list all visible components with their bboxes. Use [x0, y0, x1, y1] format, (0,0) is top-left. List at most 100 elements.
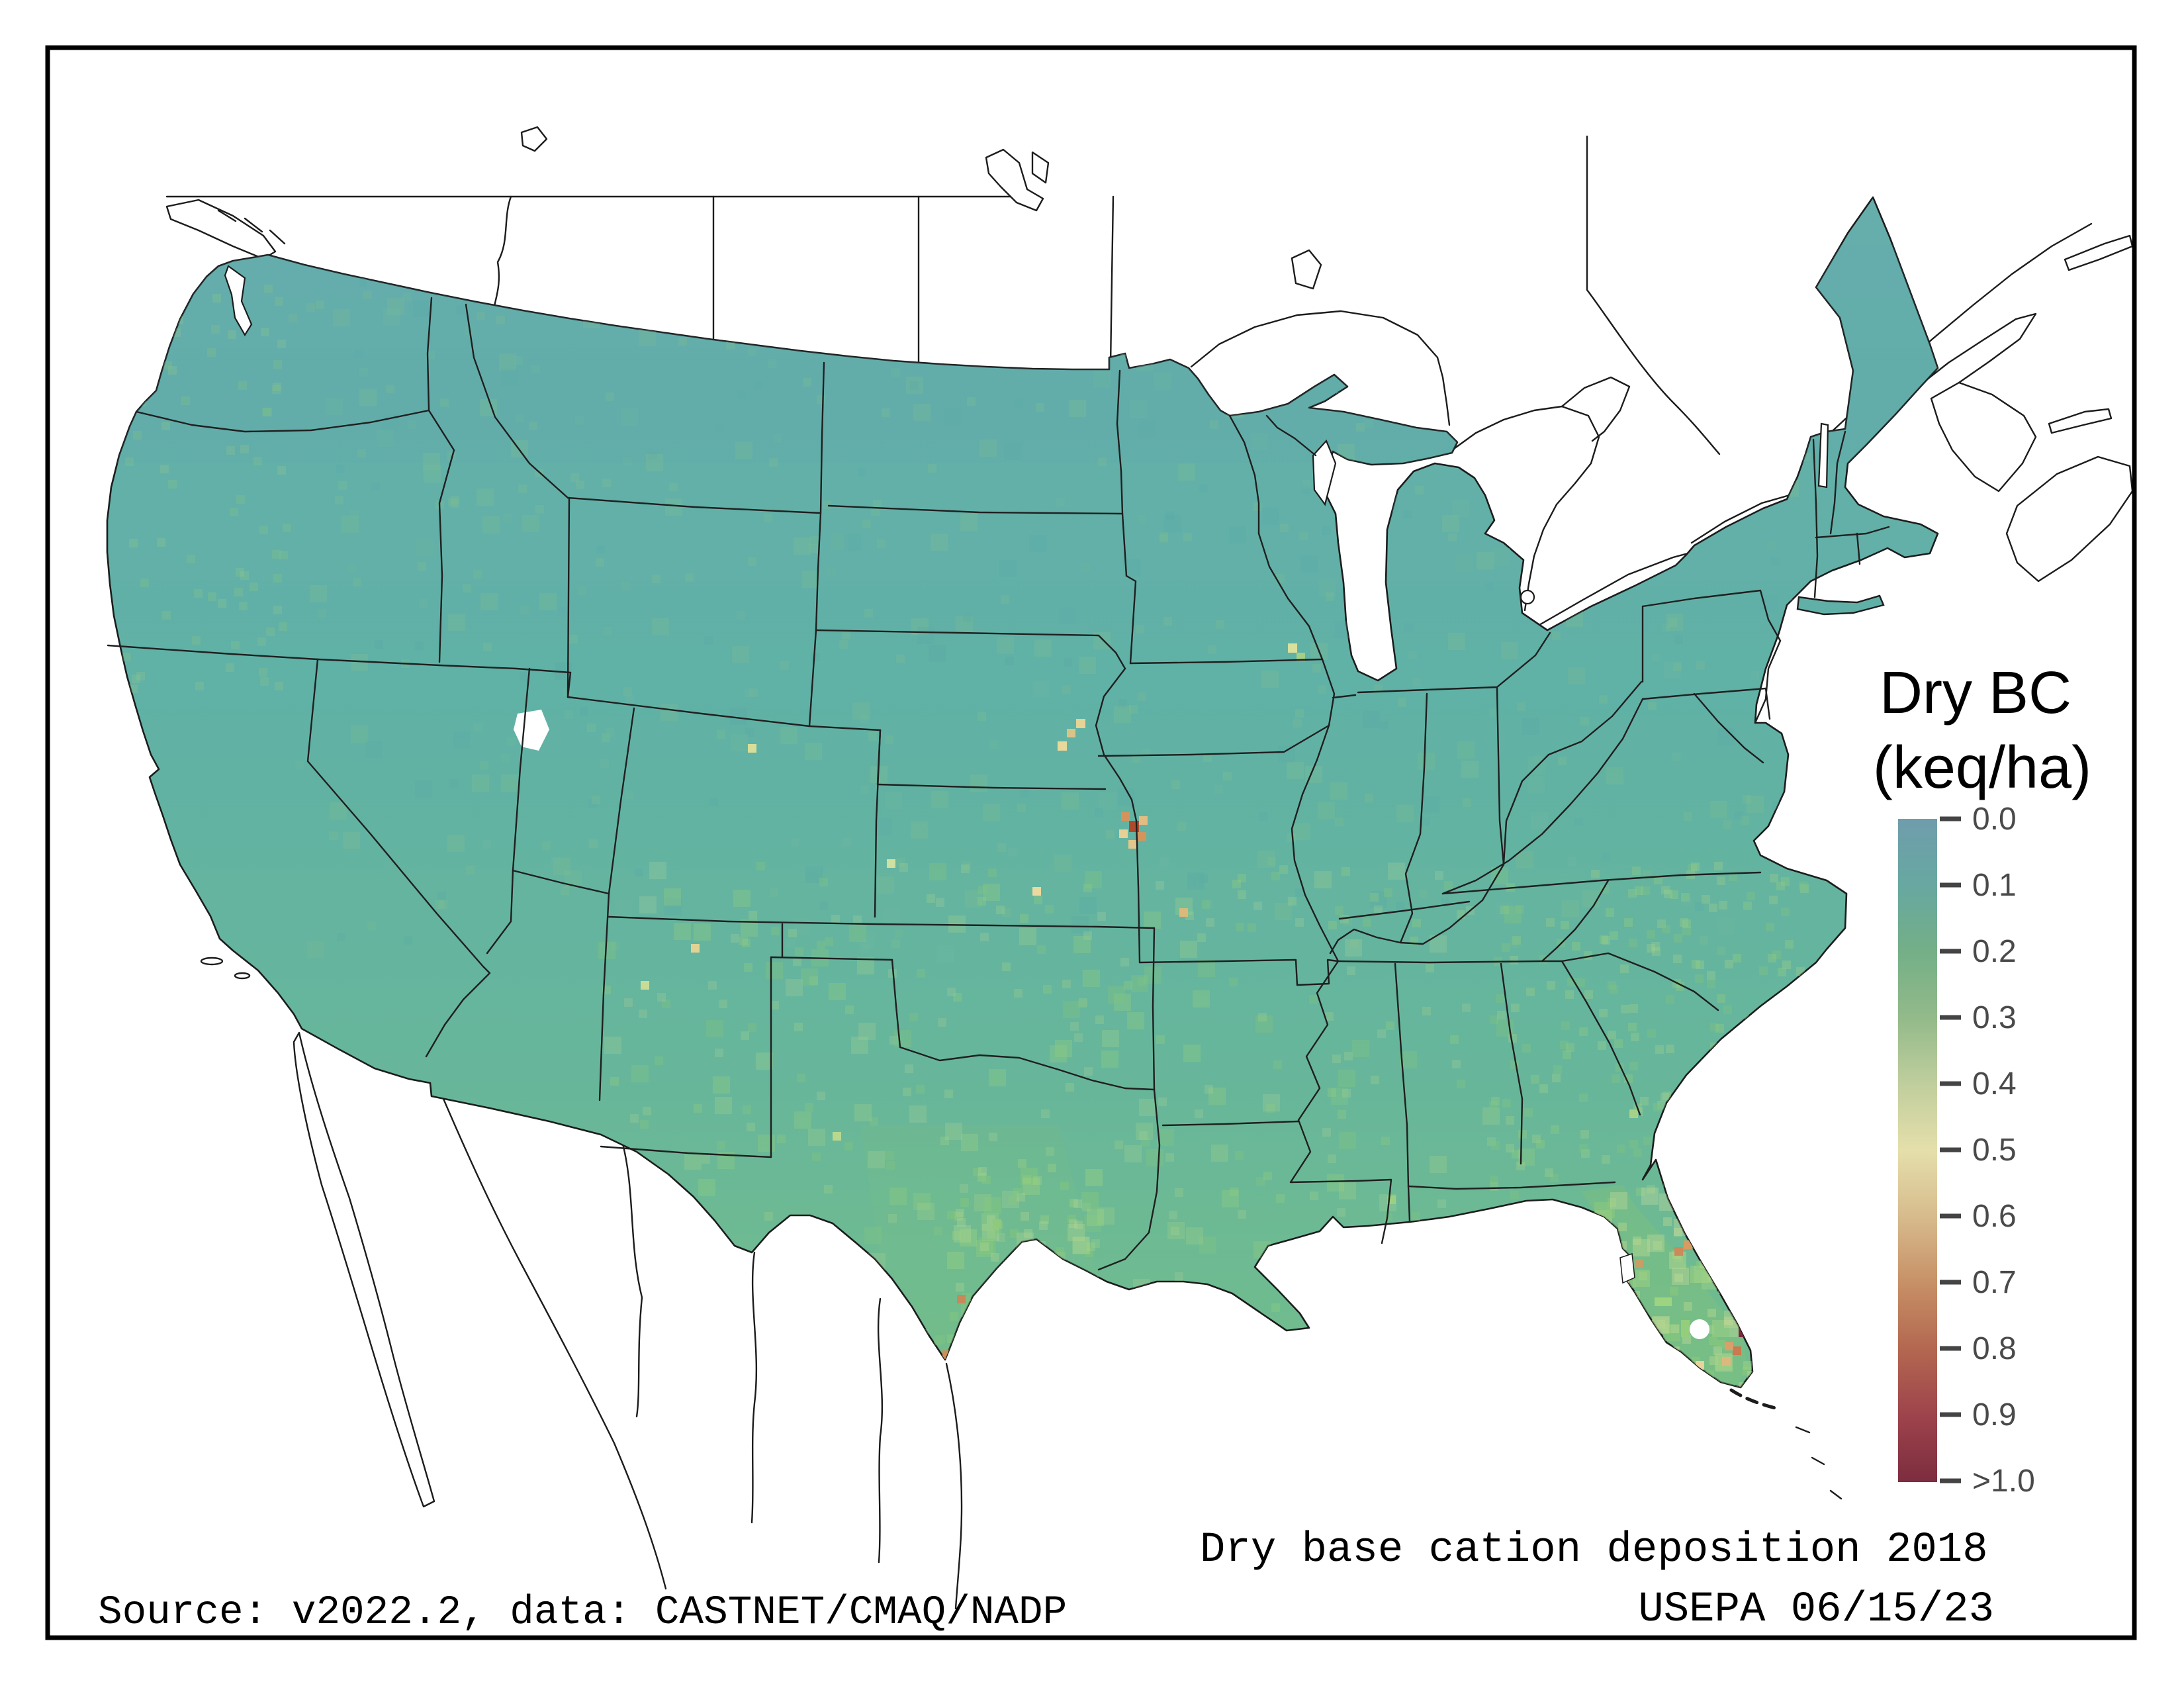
green-bay [1312, 439, 1337, 506]
new-brunswick [1930, 381, 2037, 492]
deposition-hotspot [1725, 1342, 1733, 1350]
border-mississippi-river-lower [1289, 960, 1392, 1244]
border-nm-tx-32n [600, 1145, 772, 1158]
border-in-oh [1496, 687, 1505, 866]
border-wi-il [1332, 694, 1357, 699]
border-fl-al-west [1407, 1185, 1411, 1223]
border-vt-nh [1829, 430, 1846, 535]
border-il-in [1399, 692, 1428, 944]
border-nc-sc [1561, 952, 1719, 1011]
border-ia-mo [1097, 724, 1330, 757]
lake-huron-north-shore [1451, 405, 1600, 612]
bahamas-islands [1795, 1426, 1843, 1500]
source-line: Source: v2022.2, data: CASTNET/CMAQ/NADP [98, 1590, 1067, 1636]
deposition-hotspot [993, 1219, 1001, 1228]
lake-ontario-north-shore [1690, 494, 1791, 544]
deposition-hotspot [1121, 812, 1130, 821]
inland-water [224, 265, 1829, 1339]
border-md-va-potomac [1693, 692, 1764, 764]
deposition-hotspot [1722, 1357, 1731, 1366]
legend-colorbar [1898, 819, 1937, 1482]
bc-alberta-border [492, 195, 512, 311]
channel-island-2 [234, 972, 251, 980]
canada-mexico-borders [165, 126, 2134, 1610]
legend-tick-marks [1940, 816, 1961, 1483]
deposition-hotspot [1058, 741, 1067, 751]
border-ct-ri [1856, 532, 1861, 565]
tick-label-1: 0.1 [1972, 868, 2017, 903]
deposition-hotspot [833, 1132, 841, 1141]
border-wa-id [426, 297, 433, 412]
border-wa-or [135, 409, 430, 433]
border-wv-va-ky [1441, 698, 1644, 895]
border-nv-ut [512, 667, 531, 872]
border-ok-ar [1152, 927, 1156, 1091]
border-co-ks [874, 729, 882, 918]
florida-keys [1729, 1388, 1780, 1411]
border-ks-mo [1135, 820, 1141, 964]
border-wi-mi-up [1265, 414, 1317, 457]
deposition-hotspot [691, 944, 700, 953]
border-tn-nc [1541, 879, 1610, 962]
deposition-hotspot [1684, 1241, 1692, 1249]
bc-coast-squiggles [217, 209, 286, 245]
border-tx-la [1097, 1088, 1161, 1271]
deposition-hotspot [1707, 1256, 1716, 1265]
border-mt-nd [819, 361, 825, 514]
tick-label-2: 0.2 [1972, 934, 2017, 969]
tick-label-5: 0.5 [1972, 1133, 2017, 1168]
border-ga-sc [1561, 960, 1641, 1116]
deposition-hotspot [1627, 1293, 1635, 1302]
deposition-hotspot [1179, 908, 1188, 917]
deposition-hotspot [957, 1295, 966, 1303]
border-ca-nv-az [306, 658, 491, 1058]
lake-erie-north-shore [1538, 551, 1694, 626]
border-37n [608, 915, 1156, 929]
border-az-nm [598, 892, 610, 1102]
lake-superior-north-shore [1190, 310, 1451, 426]
deposition-hotspot [1737, 1309, 1747, 1324]
lake-winnipeg [985, 148, 1044, 212]
border-pa-ny [1641, 589, 1782, 642]
deposition-hotspot [1138, 832, 1146, 841]
chihuahua-coahuila-border [751, 1251, 758, 1524]
border-ut-co [608, 707, 635, 895]
border-sd-ne [815, 629, 1126, 670]
tick-label-7: 0.7 [1972, 1265, 2017, 1300]
lake-manitoba [1031, 151, 1050, 184]
lake-st-clair [1520, 589, 1535, 605]
baja-california [293, 1031, 435, 1508]
border-mo-ar [1138, 959, 1340, 986]
border-nv-az [486, 869, 514, 955]
legend-title-line1: Dry BC [1880, 660, 2071, 726]
deposition-hotspot [1635, 1259, 1643, 1268]
border-ny-east [1812, 438, 1819, 598]
border-ut-az [512, 869, 610, 895]
agency-date: USEPA 06/15/23 [1638, 1586, 1994, 1634]
border-ne-ia-missouri-river [1095, 667, 1138, 822]
border-sd-west [815, 512, 822, 632]
border-wy-west [567, 496, 570, 698]
border-ky-tn [1338, 900, 1471, 920]
tick-label-0: 0.0 [1972, 802, 2017, 837]
anticosti-island [2064, 234, 2134, 271]
lesser-slave-lake [520, 126, 548, 152]
legend-tick-labels: 0.0 0.1 0.2 0.3 0.4 0.5 0.6 0.7 0.8 0.9 … [1972, 802, 2035, 1499]
border-nd-sd [827, 504, 1124, 515]
border-mason-dixon [1641, 687, 1767, 700]
deposition-hotspot [887, 859, 895, 868]
tampa-bay [1619, 1252, 1635, 1284]
border-42n [107, 644, 572, 674]
sonora-chihuahua-border [621, 1140, 643, 1418]
border-va-nc [1441, 871, 1762, 895]
tick-label-8: 0.8 [1972, 1331, 2017, 1366]
deposition-hotspot [748, 744, 756, 753]
border-tx-panhandle-top [770, 956, 893, 961]
border-id-mt [465, 303, 569, 499]
deposition-hotspot [1629, 1109, 1638, 1118]
border-md-de [1764, 687, 1771, 720]
lake-nipigon [1291, 249, 1322, 290]
tick-label-9: 0.9 [1972, 1397, 2017, 1432]
deposition-hotspot [1733, 1346, 1741, 1355]
